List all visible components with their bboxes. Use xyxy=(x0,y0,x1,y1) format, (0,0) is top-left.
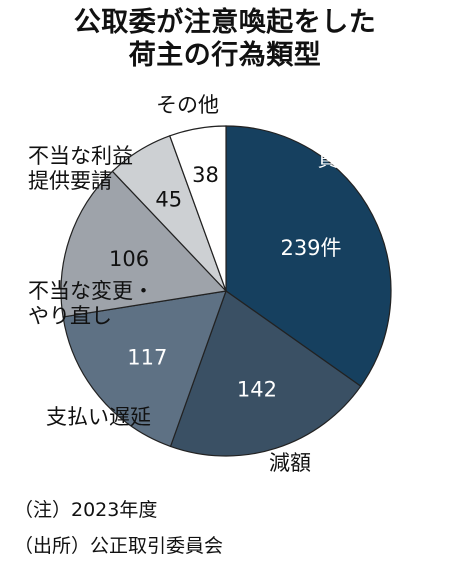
pie-category-label-5: 不当な利益提供要請 xyxy=(28,144,133,193)
pie-category-label-4: 不当な変更・やり直し xyxy=(28,279,154,328)
pie-category-label-6: その他 xyxy=(156,93,219,117)
pie-category-label-1: 買いたたき xyxy=(318,147,423,171)
chart-title: 公取委が注意喚起をした 荷主の行為類型 xyxy=(0,6,450,72)
pie-slice-2 xyxy=(169,290,362,457)
pie-category-label-3: 支払い遅延 xyxy=(46,405,151,429)
pie-value-label-4: 106 xyxy=(109,247,149,271)
pie-value-label-2: 142 xyxy=(237,378,277,402)
pie-slice-4 xyxy=(60,170,228,318)
chart-title-line2: 荷主の行為類型 xyxy=(128,40,322,71)
footnote-source: （出所）公正取引委員会 xyxy=(14,535,224,557)
pie-value-label-1: 239件 xyxy=(280,236,341,260)
pie-value-label-6: 38 xyxy=(192,163,219,187)
pie-value-label-5: 45 xyxy=(155,187,182,211)
footnote-year: （注）2023年度 xyxy=(14,499,158,521)
pie-value-label-3: 117 xyxy=(127,345,167,369)
pie-slice-6 xyxy=(169,125,227,292)
pie-slice-1 xyxy=(225,125,392,388)
chart-title-line1: 公取委が注意喚起をした xyxy=(73,7,377,38)
pie-slice-3 xyxy=(62,290,227,448)
pie-category-label-2: 減額 xyxy=(269,451,311,475)
